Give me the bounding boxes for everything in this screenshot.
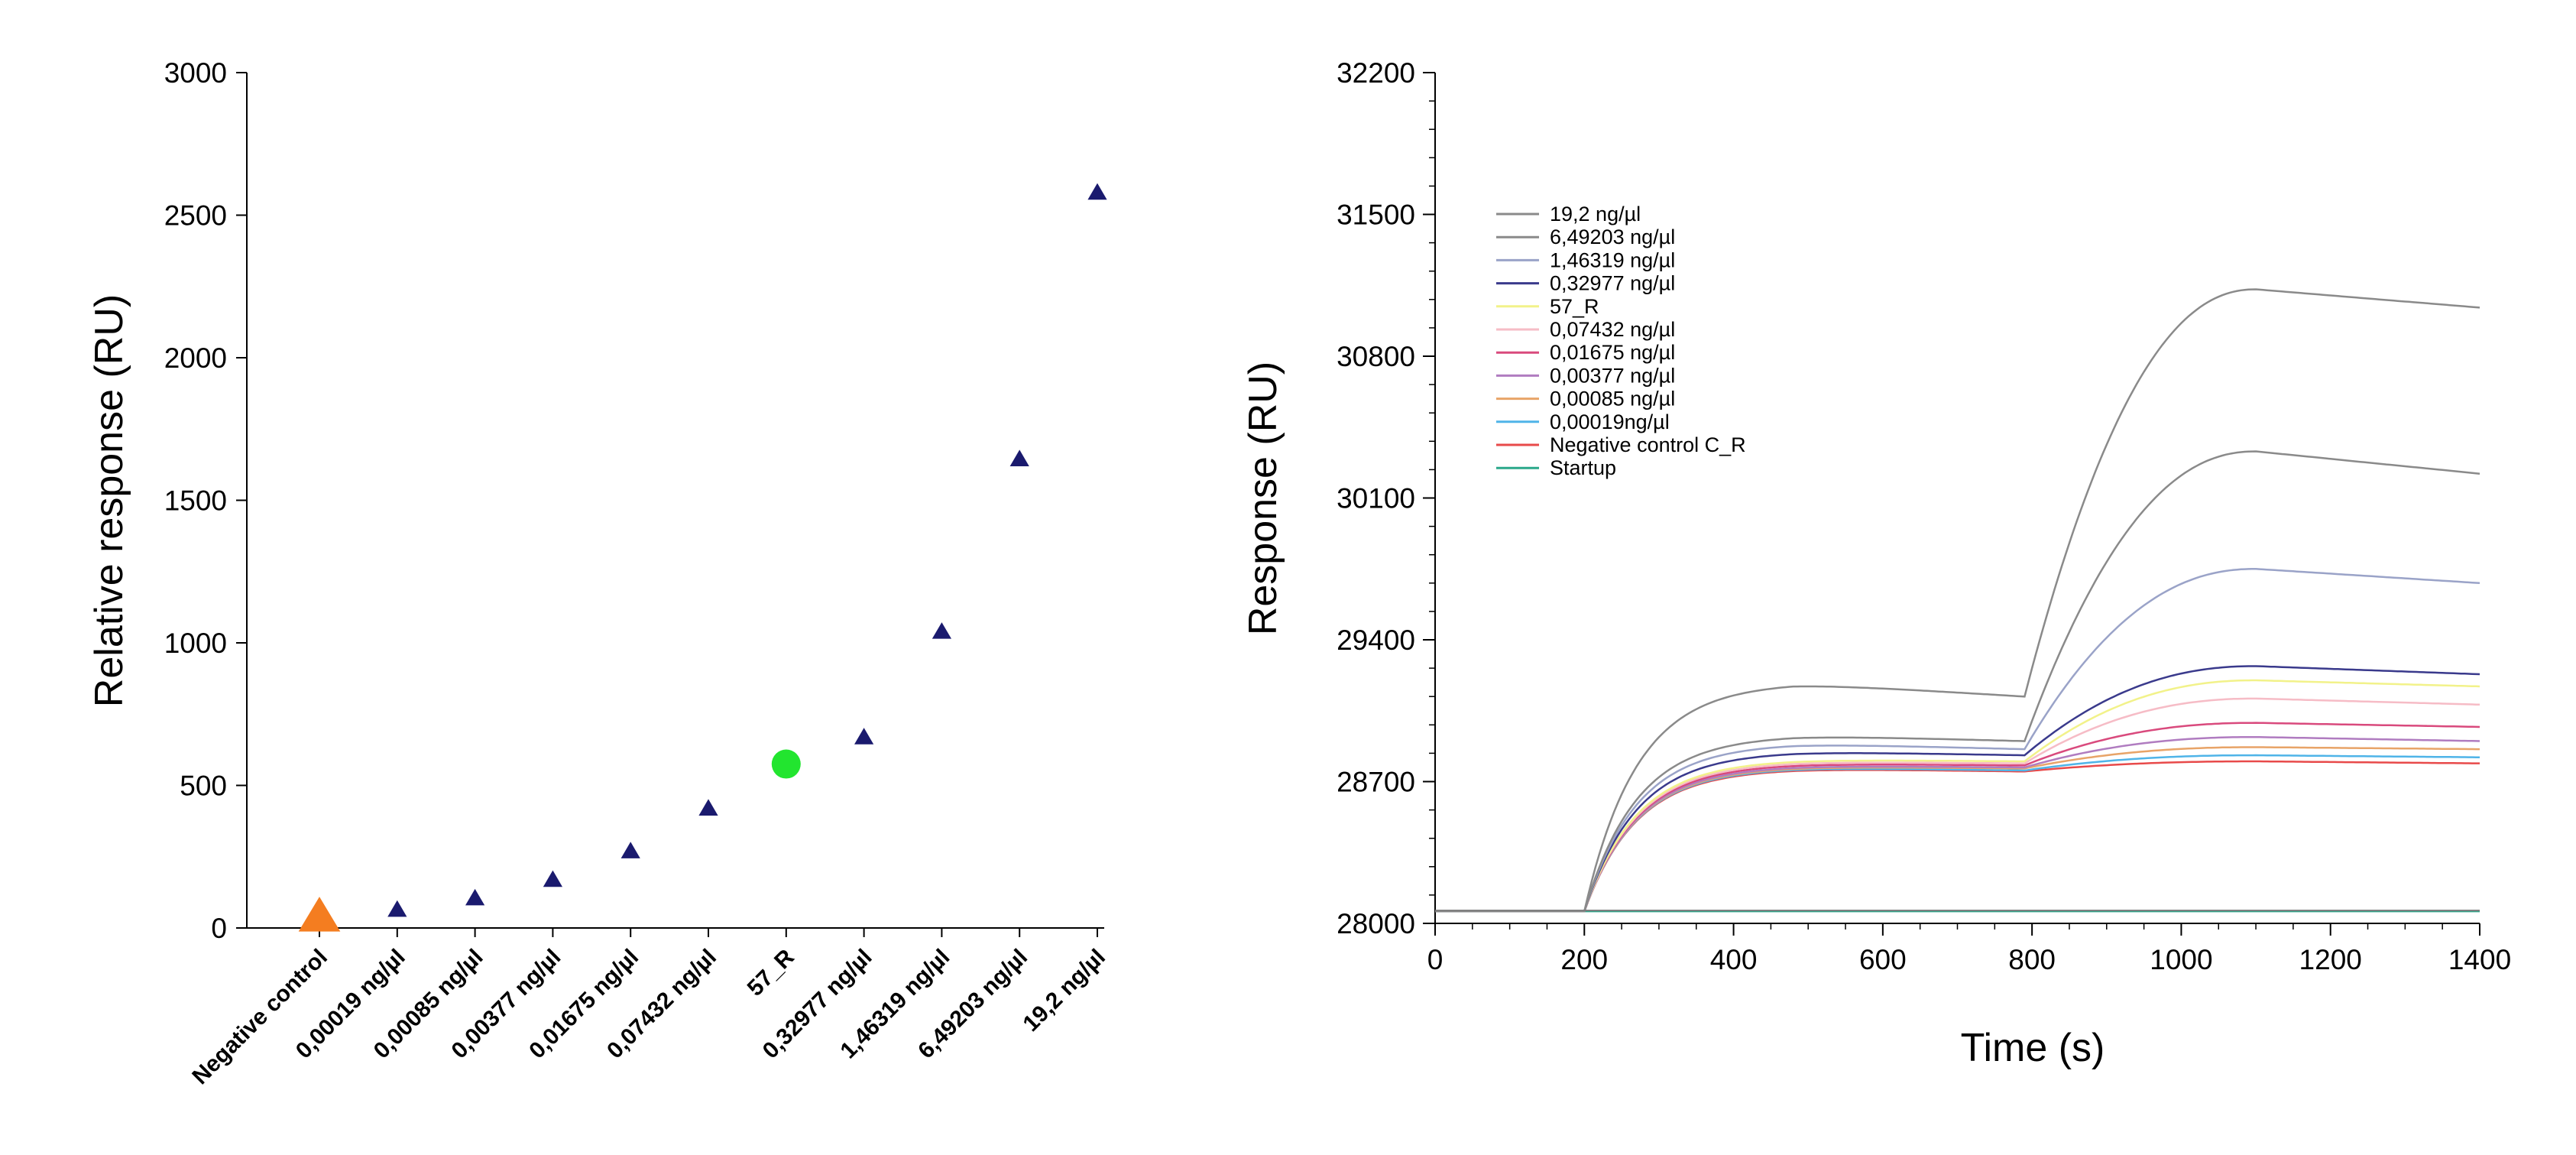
- left-y-tick-label: 1500: [164, 485, 227, 517]
- sensorgram-series-line: [1435, 665, 2480, 913]
- legend-entry-label: Startup: [1550, 456, 1616, 479]
- data-point-triangle: [465, 888, 485, 906]
- left-y-tick-label: 0: [211, 913, 227, 944]
- data-point-triangle: [298, 897, 341, 932]
- data-point-triangle: [1087, 183, 1107, 200]
- right-y-tick-label: 30100: [1337, 483, 1415, 514]
- data-point-triangle: [543, 870, 562, 887]
- left-y-tick-label: 500: [180, 771, 227, 802]
- sensorgram-series-line: [1435, 679, 2480, 913]
- sensorgram-series-line: [1435, 722, 2480, 913]
- sensorgram-series-line: [1435, 754, 2480, 913]
- legend-entry-label: Negative control C_R: [1550, 433, 1746, 456]
- left-y-tick-label: 3000: [164, 57, 227, 89]
- right-y-tick-label: 29400: [1337, 625, 1415, 656]
- relative-response-chart: 0 500 1000 1500 2000 2500 3000 Negative contro…: [87, 57, 1110, 1089]
- data-point-triangle: [854, 728, 874, 745]
- right-y-axis-label: Response (RU): [1241, 362, 1285, 635]
- data-point-triangle: [698, 799, 718, 816]
- left-category-label: Negative control: [187, 945, 332, 1090]
- sensorgram-series-line: [1435, 450, 2480, 913]
- sensorgram-series-line: [1435, 288, 2480, 913]
- right-x-axis-label: Time (s): [1961, 1026, 2105, 1070]
- right-x-tick-label: 1000: [2150, 944, 2212, 975]
- right-y-tick-label: 31500: [1337, 200, 1415, 231]
- right-x-tick-label: 1200: [2299, 944, 2362, 975]
- legend-entry-label: 6,49203 ng/µl: [1550, 225, 1675, 248]
- right-x-tick-label: 0: [1427, 944, 1444, 975]
- legend: 19,2 ng/µl6,49203 ng/µl1,46319 ng/µl0,32…: [1496, 203, 1746, 479]
- legend-entry-label: 57_R: [1550, 295, 1599, 318]
- left-y-tick-label: 2500: [164, 200, 227, 232]
- data-point-triangle: [1009, 449, 1029, 467]
- data-point-triangle: [932, 622, 951, 639]
- right-x-tick-label: 1400: [2448, 944, 2511, 975]
- right-x-tick-label: 400: [1710, 944, 1758, 975]
- right-y-tick-label: 32200: [1337, 57, 1415, 89]
- left-category-label: 57_R: [743, 944, 799, 1001]
- sensorgram-series-line: [1435, 568, 2480, 913]
- sensorgram-chart: 28000 28700 29400 30100 30800 31500 32200 0 200…: [1241, 57, 2511, 1070]
- data-point-triangle: [387, 900, 407, 917]
- right-y-tick-label: 28700: [1337, 767, 1415, 798]
- legend-entry-label: 1,46319 ng/µl: [1550, 248, 1675, 271]
- sensorgram-series-line: [1435, 697, 2480, 913]
- right-y-tick-label: 28000: [1337, 908, 1415, 939]
- legend-entry-label: 0,00019ng/µl: [1550, 410, 1670, 433]
- legend-entry-label: 0,00085 ng/µl: [1550, 388, 1675, 410]
- data-point-circle: [771, 749, 801, 779]
- legend-entry-label: 19,2 ng/µl: [1550, 203, 1641, 225]
- legend-entry-label: 0,01675 ng/µl: [1550, 341, 1675, 364]
- left-y-axis-label: Relative response (RU): [87, 294, 131, 707]
- right-x-tick-label: 800: [2008, 944, 2056, 975]
- legend-entry-label: 0,07432 ng/µl: [1550, 318, 1675, 341]
- legend-entry-label: 0,32977 ng/µl: [1550, 272, 1675, 295]
- left-y-tick-label: 1000: [164, 628, 227, 659]
- legend-entry-label: 0,00377 ng/µl: [1550, 364, 1675, 387]
- right-x-tick-label: 600: [1859, 944, 1907, 975]
- left-category-label: 19,2 ng/µl: [1018, 945, 1110, 1037]
- right-x-tick-label: 200: [1560, 944, 1608, 975]
- right-y-tick-label: 30800: [1337, 341, 1415, 372]
- left-y-tick-label: 2000: [164, 342, 227, 374]
- data-point-triangle: [621, 842, 640, 858]
- sensorgram-series-line: [1435, 735, 2480, 913]
